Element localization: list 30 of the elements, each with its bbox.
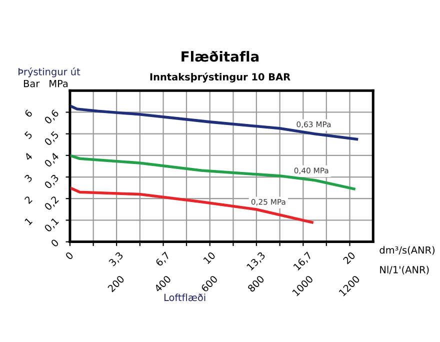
- y-tick-label: 0,1: [44, 217, 60, 234]
- y2-tick-label: 3: [24, 174, 33, 182]
- y2-tick-label: 5: [24, 130, 33, 140]
- y-tick-label: 0,3: [44, 174, 60, 190]
- x-tick-label: 6,7: [155, 252, 171, 268]
- x-tick-label: 10: [203, 251, 216, 264]
- y-tick-label: 0,6: [44, 109, 60, 126]
- y2-axis-title: Bar: [24, 80, 40, 88]
- chart-title: Flæðitafla: [182, 51, 259, 62]
- x-tick-label: 0: [65, 251, 74, 260]
- x-tick-label: 3,3: [108, 251, 124, 268]
- text: Þrýstingur út: [18, 67, 80, 78]
- x-tick-label: 20: [342, 251, 356, 264]
- text: Loftflæði: [164, 294, 206, 302]
- y2-tick-label: 4: [24, 152, 33, 161]
- y2-tick-label: 6: [24, 109, 33, 118]
- x2-tick-label: 800: [247, 275, 265, 292]
- y-tick-label: 0,4: [44, 152, 60, 168]
- y2-tick-label: 2: [24, 196, 32, 204]
- x2-tick-label: 400: [154, 275, 172, 293]
- x2-tick-label: 600: [200, 275, 218, 292]
- y-tick-label: 0,5: [44, 130, 60, 147]
- x2-axis-title: Nl/1'(ANR): [380, 266, 429, 274]
- chart-subtitle: Inntaksþrýstingur 10 BAR: [150, 72, 290, 82]
- x2-tick-label: 200: [107, 275, 125, 292]
- y-tick-label: 0: [50, 238, 60, 248]
- y-axis-title: MPa: [50, 80, 68, 88]
- x-axis-title: dm³/s(ANR): [380, 246, 434, 255]
- y-tick-label: 0,2: [44, 196, 60, 212]
- y2-tick-label: 1: [24, 217, 32, 226]
